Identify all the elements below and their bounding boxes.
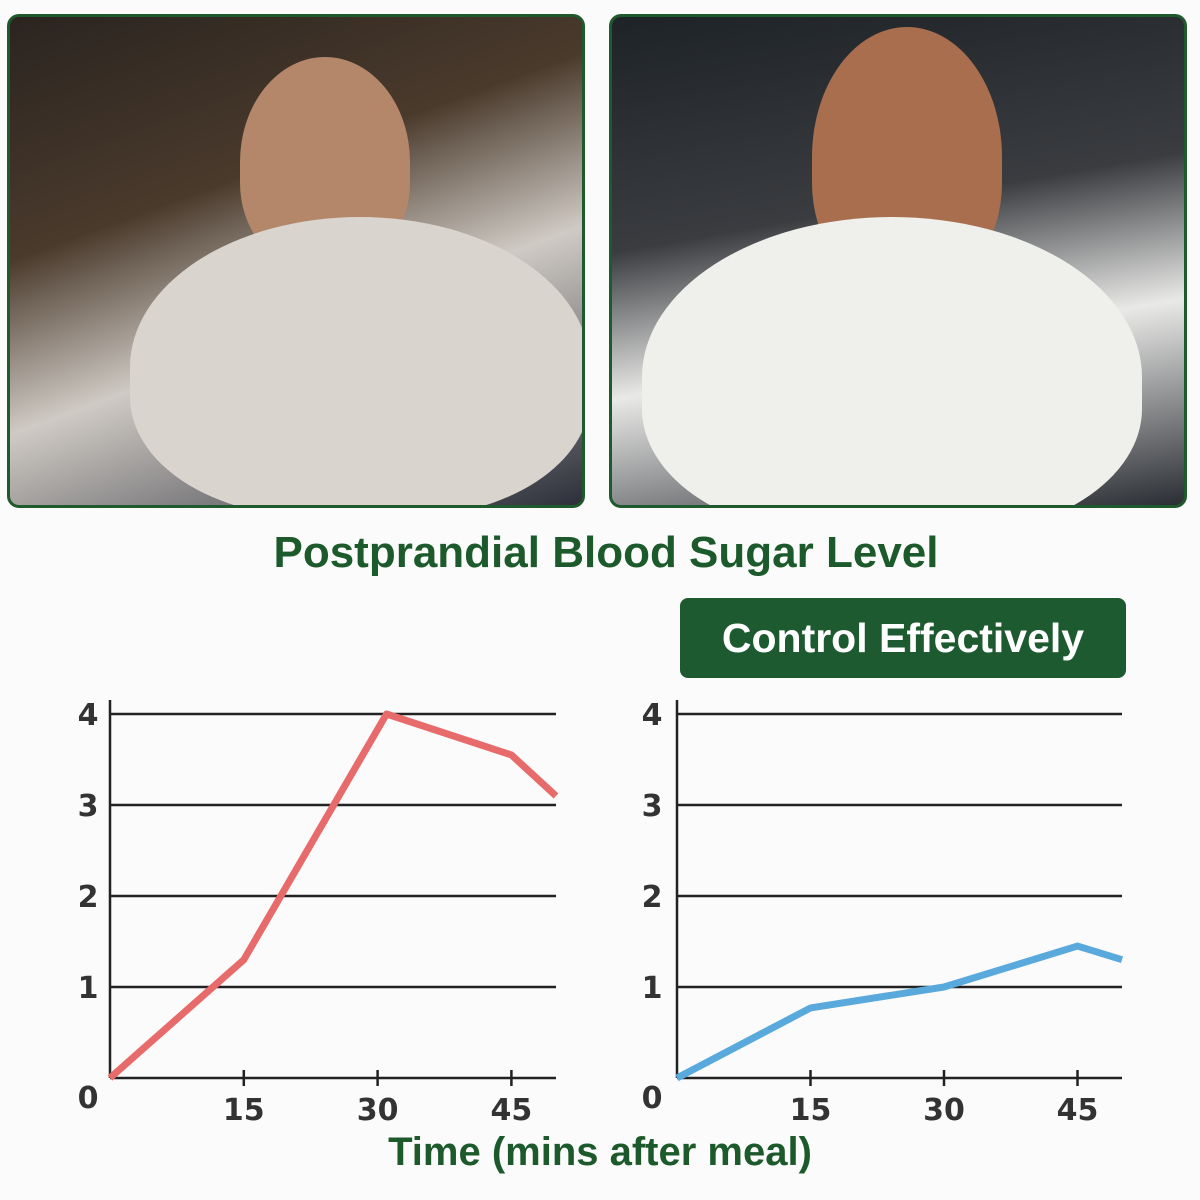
x-tick-label: 30 <box>357 1093 399 1128</box>
y-tick-label: 1 <box>78 971 99 1006</box>
y-tick-label: 3 <box>642 789 663 824</box>
blood-sugar-line-controlled <box>675 942 1124 1082</box>
control-effectively-badge: Control Effectively <box>680 598 1126 678</box>
y-tick-label: 3 <box>78 789 99 824</box>
y-tick-label: 4 <box>78 698 99 733</box>
x-tick-label: 30 <box>923 1093 965 1128</box>
page-title: Postprandial Blood Sugar Level <box>273 528 939 577</box>
blood-sugar-line-uncontrolled <box>107 710 559 1081</box>
photo-man-eating-burger <box>609 14 1187 508</box>
y-tick-label: 2 <box>642 880 663 915</box>
y-tick-label: 4 <box>642 698 663 733</box>
y-tick-label: 0 <box>78 1081 99 1116</box>
x-tick-label: 45 <box>1057 1093 1099 1128</box>
y-tick-label: 2 <box>78 880 99 915</box>
y-tick-label: 1 <box>642 971 663 1006</box>
person-body <box>130 217 582 505</box>
x-tick-label: 15 <box>223 1093 265 1128</box>
x-tick-label: 15 <box>790 1093 832 1128</box>
photo-man-eating-cake <box>7 14 585 508</box>
person-body <box>642 217 1142 505</box>
x-tick-label: 45 <box>491 1093 533 1128</box>
y-tick-label: 0 <box>642 1081 663 1116</box>
x-axis-label: Time (mins after meal) <box>388 1130 812 1174</box>
